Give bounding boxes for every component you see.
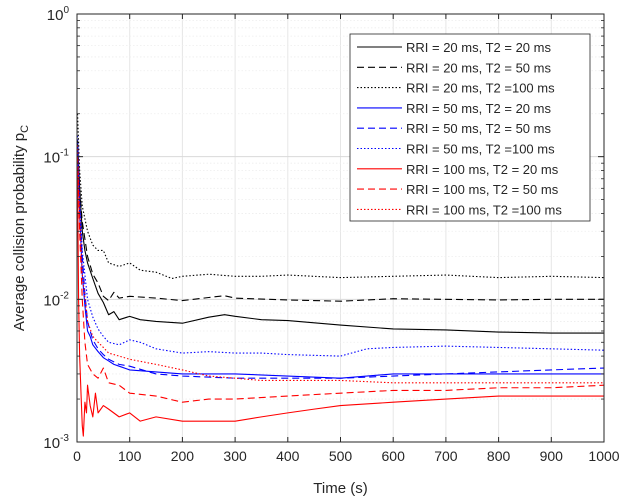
x-tick-label: 800	[487, 448, 511, 464]
y-tick-label: 10-2	[43, 290, 69, 309]
legend-box	[349, 33, 591, 222]
legend-label-1: RRI = 20 ms, T2 = 20 ms	[406, 40, 551, 55]
series-line-8	[76, 156, 605, 403]
x-tick-label: 600	[382, 448, 406, 464]
legend-label-4: RRI = 50 ms, T2 = 20 ms	[406, 101, 551, 116]
series-line-5	[76, 145, 605, 379]
series-line-4	[76, 145, 604, 379]
series-line-6	[76, 135, 605, 357]
y-axis-label-subscript: C	[19, 125, 31, 133]
series-line-3	[76, 113, 605, 280]
x-tick-label: 0	[73, 448, 81, 464]
series-line-1	[76, 140, 604, 334]
legend: RRI = 20 ms, T2 = 20 ms RRI = 20 ms, T2 =…	[349, 33, 591, 222]
x-tick-label: 1000	[588, 448, 619, 464]
y-tick-label: 10-1	[43, 148, 69, 167]
legend-label-7: RRI = 100 ms, T2 = 20 ms	[406, 162, 559, 177]
y-axis-label-main: Average collision probability p	[11, 133, 28, 331]
x-tick-label: 300	[223, 448, 247, 464]
series-line-2	[76, 145, 604, 302]
x-tick-label: 900	[540, 448, 564, 464]
series-line-7	[76, 170, 604, 437]
x-tick-label: 400	[276, 448, 300, 464]
x-tick-label: 100	[118, 448, 142, 464]
legend-label-6: RRI = 50 ms, T2 =100 ms	[406, 142, 555, 157]
x-axis-label: Time (s)	[313, 480, 367, 497]
y-axis-label: Average collision probability pC	[11, 125, 31, 331]
x-tick-label: 200	[171, 448, 195, 464]
ticks: 0 100 200 300 400 500 600 700 800 900 1000 10-3 10-2…	[43, 5, 619, 464]
y-tick-label: 10-3	[43, 433, 69, 452]
y-tick-label: 100	[47, 5, 70, 24]
legend-label-2: RRI = 20 ms, T2 = 50 ms	[406, 60, 551, 75]
x-tick-label: 700	[434, 448, 458, 464]
legend-label-8: RRI = 100 ms, T2 = 50 ms	[406, 182, 559, 197]
legend-label-5: RRI = 50 ms, T2 = 50 ms	[406, 121, 551, 136]
x-tick-label: 500	[329, 448, 353, 464]
legend-label-3: RRI = 20 ms, T2 =100 ms	[406, 81, 555, 96]
legend-label-9: RRI = 100 ms, T2 =100 ms	[406, 202, 562, 217]
series-line-9	[76, 145, 604, 384]
series-layer	[76, 113, 605, 437]
